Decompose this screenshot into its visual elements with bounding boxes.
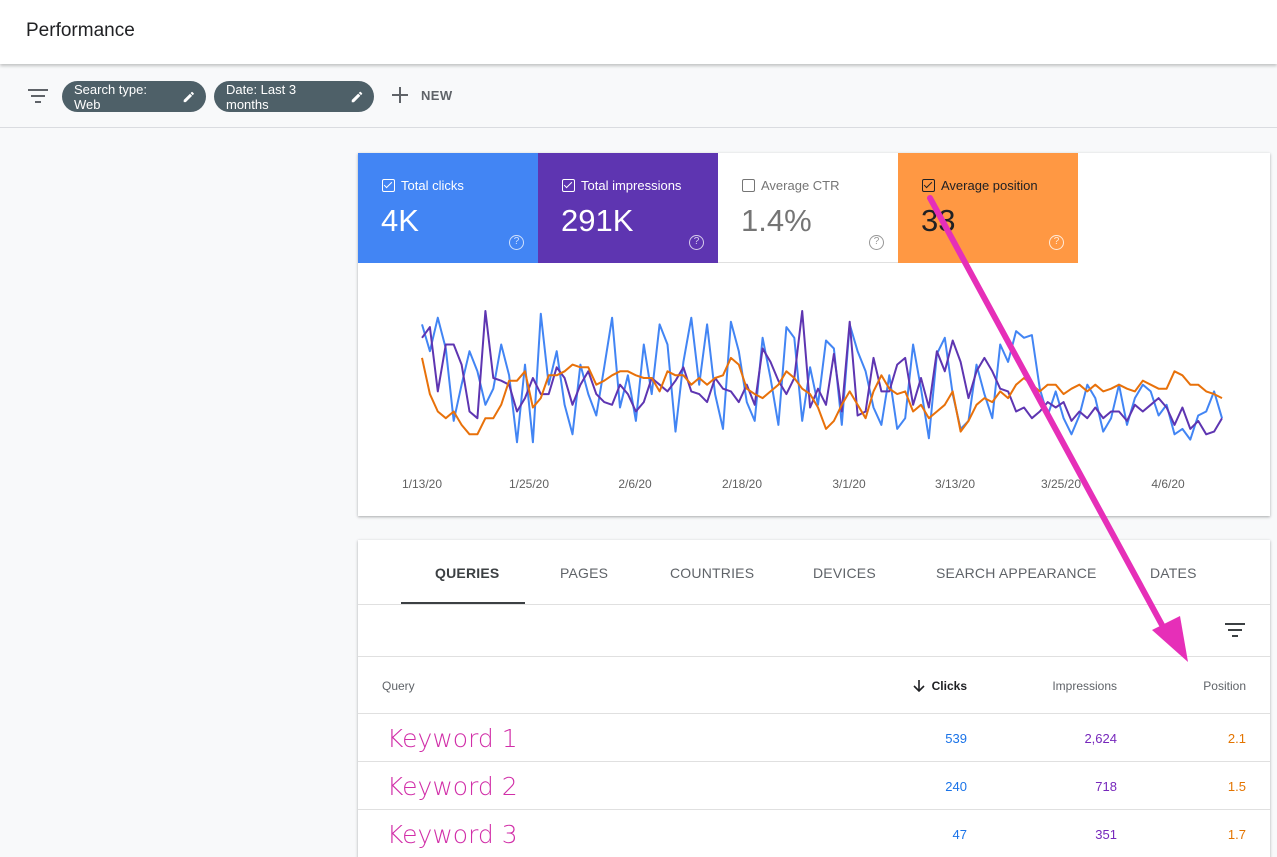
queries-table-card: QUERIES PAGES COUNTRIES DEVICES SEARCH A… xyxy=(358,540,1270,857)
checkbox-icon[interactable] xyxy=(742,179,755,192)
metric-value: 1.4% xyxy=(741,203,812,238)
tab-countries[interactable]: COUNTRIES xyxy=(670,565,755,581)
edit-icon[interactable] xyxy=(182,90,196,104)
x-tick-label: 1/13/20 xyxy=(402,477,442,491)
plus-icon xyxy=(392,87,408,103)
metric-value: 33 xyxy=(921,203,956,238)
column-header-clicks[interactable]: Clicks xyxy=(913,679,967,693)
impressions-cell: 718 xyxy=(1095,779,1117,794)
chart-series-line-1 xyxy=(421,312,1223,444)
clicks-cell: 539 xyxy=(945,731,967,746)
impressions-cell: 2,624 xyxy=(1084,731,1117,746)
new-filter-button[interactable]: NEW xyxy=(390,85,453,105)
performance-line-chart: 1/13/20 1/25/20 2/6/20 2/18/20 3/1/20 3/13/20… xyxy=(402,310,1223,491)
column-header-impressions[interactable]: Impressions xyxy=(1052,679,1117,693)
x-tick-label: 2/18/20 xyxy=(722,477,762,491)
metric-average-ctr[interactable]: Average CTR 1.4% ? xyxy=(718,153,898,263)
metric-label: Average CTR xyxy=(761,178,840,193)
clicks-cell: 47 xyxy=(952,827,967,842)
metric-label: Average position xyxy=(941,178,1038,193)
tab-dates[interactable]: DATES xyxy=(1150,565,1197,581)
tab-pages[interactable]: PAGES xyxy=(560,565,609,581)
checkbox-icon[interactable] xyxy=(562,179,575,192)
page-title: Performance xyxy=(26,20,135,41)
x-tick-label: 3/13/20 xyxy=(935,477,975,491)
x-tick-label: 1/25/20 xyxy=(509,477,549,491)
search-type-chip[interactable]: Search type: Web xyxy=(62,81,206,112)
metric-value: 291K xyxy=(561,203,634,238)
position-cell: 1.5 xyxy=(1227,779,1246,794)
checkbox-icon[interactable] xyxy=(382,179,395,192)
tab-devices[interactable]: DEVICES xyxy=(813,565,876,581)
help-icon[interactable]: ? xyxy=(869,235,884,250)
performance-chart-card: Total clicks 4K ? Total impressions 291K… xyxy=(358,153,1270,516)
sort-down-arrow-icon xyxy=(913,680,925,692)
filter-bar xyxy=(0,64,1277,128)
table-filter-icon[interactable] xyxy=(1224,620,1246,640)
x-tick-label: 2/6/20 xyxy=(618,477,652,491)
tab-bar: QUERIES PAGES COUNTRIES DEVICES SEARCH A… xyxy=(358,540,1270,605)
tab-queries[interactable]: QUERIES xyxy=(435,565,500,581)
table-header: Query Clicks Impressions Position xyxy=(358,656,1270,714)
new-filter-label: NEW xyxy=(421,87,453,103)
x-tick-label: 3/1/20 xyxy=(832,477,866,491)
clicks-cell: 240 xyxy=(945,779,967,794)
table-row[interactable]: Keyword 1 539 2,624 2.1 xyxy=(358,714,1270,762)
metric-total-impressions[interactable]: Total impressions 291K ? xyxy=(538,153,718,263)
metric-label: Total clicks xyxy=(401,178,464,193)
help-icon[interactable]: ? xyxy=(689,235,704,250)
impressions-cell: 351 xyxy=(1095,827,1117,842)
tab-search-appearance[interactable]: SEARCH APPEARANCE xyxy=(936,565,1097,581)
top-header: Performance xyxy=(0,0,1277,64)
checkbox-icon[interactable] xyxy=(922,179,935,192)
metric-average-position[interactable]: Average position 33 ? xyxy=(898,153,1078,263)
active-tab-indicator xyxy=(401,602,525,604)
x-tick-label: 4/6/20 xyxy=(1151,477,1185,491)
column-header-query[interactable]: Query xyxy=(382,679,415,693)
position-cell: 1.7 xyxy=(1227,827,1246,842)
column-header-position[interactable]: Position xyxy=(1203,679,1246,693)
table-row[interactable]: Keyword 2 240 718 1.5 xyxy=(358,762,1270,810)
chip-label: Search type: Web xyxy=(74,81,147,112)
metric-label-row: Average position xyxy=(922,178,1038,193)
query-cell: Keyword 3 xyxy=(387,820,518,849)
metric-label: Total impressions xyxy=(581,178,682,193)
help-icon[interactable]: ? xyxy=(509,235,524,250)
metric-label-row: Total impressions xyxy=(562,178,681,193)
query-cell: Keyword 2 xyxy=(387,772,518,801)
date-range-chip[interactable]: Date: Last 3 months xyxy=(214,81,374,112)
metric-total-clicks[interactable]: Total clicks 4K ? xyxy=(358,153,538,263)
help-icon[interactable]: ? xyxy=(1049,235,1064,250)
metric-label-row: Total clicks xyxy=(382,178,464,193)
x-tick-label: 3/25/20 xyxy=(1041,477,1081,491)
chip-label: Date: Last 3 months xyxy=(226,81,297,112)
filter-icon[interactable] xyxy=(27,86,49,106)
table-row[interactable]: Keyword 3 47 351 1.7 xyxy=(358,810,1270,857)
column-header-clicks-label: Clicks xyxy=(931,679,967,693)
query-cell: Keyword 1 xyxy=(387,724,518,753)
position-cell: 2.1 xyxy=(1227,731,1246,746)
edit-icon[interactable] xyxy=(350,90,364,104)
metric-label-row: Average CTR xyxy=(742,178,840,193)
metric-value: 4K xyxy=(381,203,419,238)
